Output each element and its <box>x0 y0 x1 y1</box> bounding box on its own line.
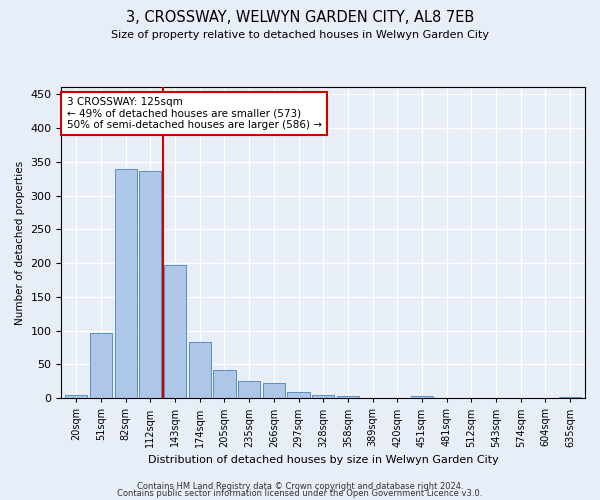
Text: Size of property relative to detached houses in Welwyn Garden City: Size of property relative to detached ho… <box>111 30 489 40</box>
Text: 3, CROSSWAY, WELWYN GARDEN CITY, AL8 7EB: 3, CROSSWAY, WELWYN GARDEN CITY, AL8 7EB <box>126 10 474 25</box>
X-axis label: Distribution of detached houses by size in Welwyn Garden City: Distribution of detached houses by size … <box>148 455 499 465</box>
Bar <box>115 168 137 398</box>
Text: 3 CROSSWAY: 125sqm
← 49% of detached houses are smaller (573)
50% of semi-detach: 3 CROSSWAY: 125sqm ← 49% of detached hou… <box>67 97 322 130</box>
Bar <box>312 395 334 398</box>
Y-axis label: Number of detached properties: Number of detached properties <box>15 161 25 325</box>
Bar <box>188 342 211 398</box>
Bar <box>411 396 433 398</box>
Bar <box>139 170 161 398</box>
Text: Contains HM Land Registry data © Crown copyright and database right 2024.: Contains HM Land Registry data © Crown c… <box>137 482 463 491</box>
Bar <box>213 370 236 398</box>
Bar <box>65 395 88 398</box>
Bar <box>238 382 260 398</box>
Bar <box>164 265 186 398</box>
Bar <box>263 384 285 398</box>
Bar <box>287 392 310 398</box>
Bar <box>559 397 581 398</box>
Text: Contains public sector information licensed under the Open Government Licence v3: Contains public sector information licen… <box>118 490 482 498</box>
Bar <box>90 332 112 398</box>
Bar <box>337 396 359 398</box>
